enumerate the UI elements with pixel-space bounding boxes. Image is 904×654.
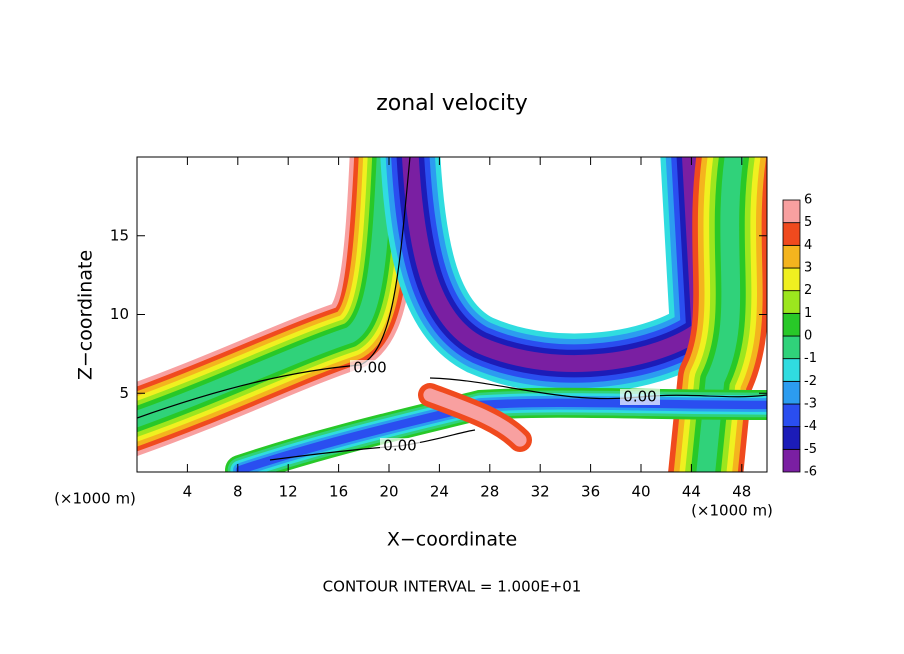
contour-band (401, 157, 709, 372)
colorbar-box (782, 244, 801, 269)
colorbar-label: -2 (804, 374, 817, 389)
contour-label: 0.00 (353, 359, 386, 377)
contour-label: 0.00 (383, 437, 416, 455)
x-tick-label: 20 (379, 483, 398, 501)
colorbar-box (782, 290, 801, 314)
x-tick-label: 44 (682, 483, 701, 501)
colorbar-box (782, 426, 801, 450)
colorbar-box (782, 199, 801, 224)
x-tick-label: 16 (329, 483, 348, 501)
x-unit-label: (×1000 m) (691, 502, 773, 520)
contour-field: 0.00 0.00 0.00 (137, 157, 767, 472)
y-tick-label: 15 (110, 226, 129, 244)
x-tick-label: 12 (279, 483, 298, 501)
colorbar-label: -6 (804, 465, 817, 480)
x-tick-label: 4 (183, 483, 193, 501)
x-tick-label: 28 (480, 483, 499, 501)
colorbar-box (782, 267, 801, 292)
colorbar-label: 4 (804, 238, 812, 253)
colorbar-label: 0 (804, 329, 812, 344)
chart-title: zonal velocity (376, 91, 528, 116)
x-tick-label: 32 (531, 483, 550, 501)
colorbar-label: 2 (804, 283, 812, 298)
colorbar-label: 1 (804, 306, 812, 321)
y-tick-label: 5 (119, 384, 129, 402)
contour-label-bg (350, 360, 390, 376)
contour-label-bg (620, 389, 660, 405)
x-tick-label: 36 (581, 483, 600, 501)
x-tick-label: 48 (732, 483, 751, 501)
x-tick-label: 40 (631, 483, 650, 501)
colorbar-label: -4 (804, 419, 817, 434)
colorbar-label: -3 (804, 397, 817, 412)
contour-label: 0.00 (623, 388, 656, 406)
colorbar-box (782, 380, 801, 405)
y-axis-label: Z−coordinate (75, 250, 97, 380)
contour-band (696, 157, 744, 472)
colorbar-label: -1 (804, 351, 817, 366)
colorbar-box (782, 358, 801, 382)
colorbar-box (782, 222, 801, 246)
contour-label-bg (380, 438, 420, 454)
colorbar-box (782, 335, 801, 360)
contour-band (423, 388, 527, 447)
x-unit-label: (×1000 m) (54, 490, 136, 508)
colorbar-box (782, 448, 801, 473)
footer-text: CONTOUR INTERVAL = 1.000E+01 (323, 578, 582, 596)
x-axis-label: X−coordinate (387, 529, 517, 551)
y-tick-label: 10 (110, 305, 129, 323)
colorbar-box (782, 312, 801, 337)
colorbar-label: 5 (804, 215, 812, 230)
x-tick-label: 24 (430, 483, 449, 501)
x-tick-label: 8 (233, 483, 243, 501)
contour-band (137, 157, 393, 428)
colorbar-label: -5 (804, 442, 817, 457)
colorbar-box (782, 403, 801, 428)
colorbar-label: 6 (804, 193, 812, 208)
colorbar-label: 3 (804, 261, 812, 276)
